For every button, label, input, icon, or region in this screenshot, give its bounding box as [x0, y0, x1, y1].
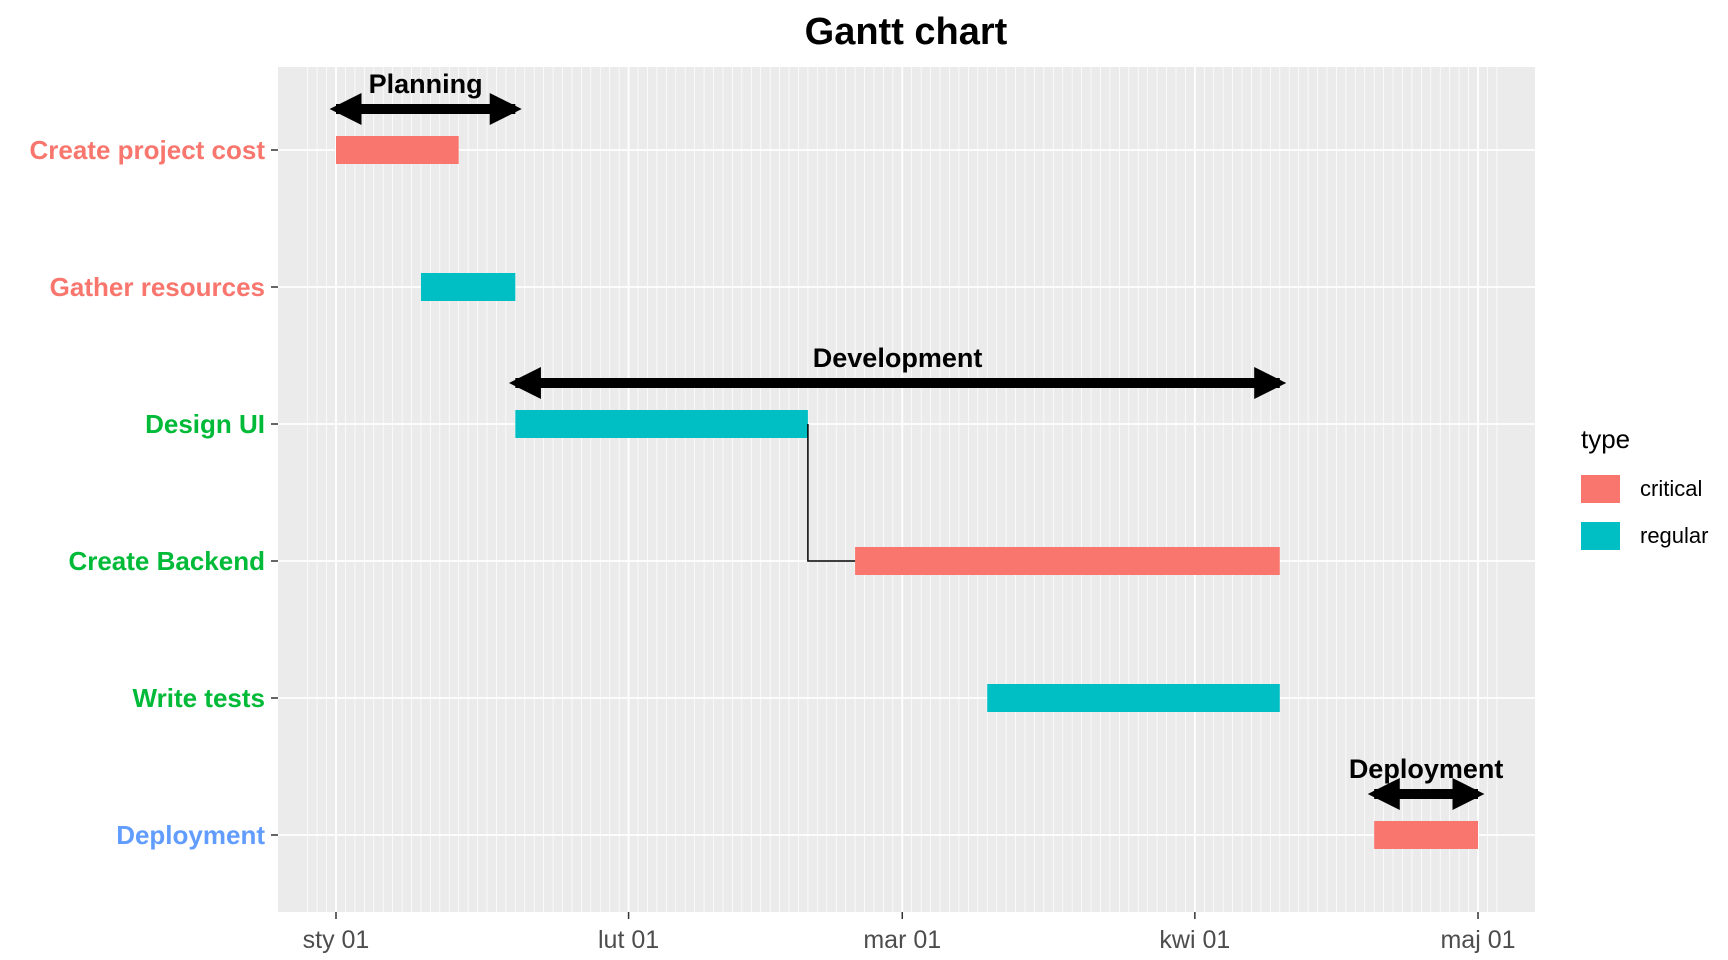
dependency-lines [807, 424, 856, 562]
x-tick-label: maj 01 [1440, 926, 1515, 954]
x-tick-label: lut 01 [598, 926, 659, 954]
x-tick-label: kwi 01 [1159, 926, 1230, 954]
x-tick-label: sty 01 [303, 926, 370, 954]
y-tick-label: Create project cost [29, 135, 265, 165]
y-tick-label: Gather resources [50, 272, 265, 302]
y-tick-label: Design UI [145, 409, 265, 439]
y-axis: Create project cost Gather resources Desig… [29, 135, 278, 850]
legend-title: type [1581, 424, 1630, 454]
phase-label: Deployment [1349, 754, 1504, 784]
phase-annotations: Planning Development Deployment [329, 69, 1504, 811]
legend: type critical regular [1581, 424, 1708, 550]
task-bar-gather-resources [420, 273, 516, 301]
legend-label: regular [1640, 523, 1708, 548]
legend-key-critical [1581, 475, 1620, 503]
phase-label: Planning [369, 69, 483, 99]
x-tick-label: mar 01 [863, 926, 941, 954]
task-bar-create-backend [855, 547, 1280, 575]
task-bar-design-ui [515, 410, 808, 438]
chart-title: Gantt chart [805, 11, 1008, 53]
task-bars [336, 136, 1478, 849]
dependency-line [807, 424, 856, 562]
task-bar-create-project-cost [336, 136, 459, 164]
y-tick-label: Write tests [133, 683, 265, 713]
y-tick-label: Create Backend [68, 546, 265, 576]
plot-panel [278, 67, 1535, 912]
task-bar-write-tests [987, 684, 1280, 712]
phase-label: Development [813, 343, 983, 373]
y-tick-label: Deployment [116, 820, 265, 850]
x-axis: sty 01 lut 01 mar 01 kwi 01 maj 01 [303, 912, 1516, 954]
legend-key-regular [1581, 522, 1620, 550]
grid-lines [278, 67, 1535, 912]
task-bar-deployment [1374, 821, 1478, 849]
legend-label: critical [1640, 476, 1702, 501]
